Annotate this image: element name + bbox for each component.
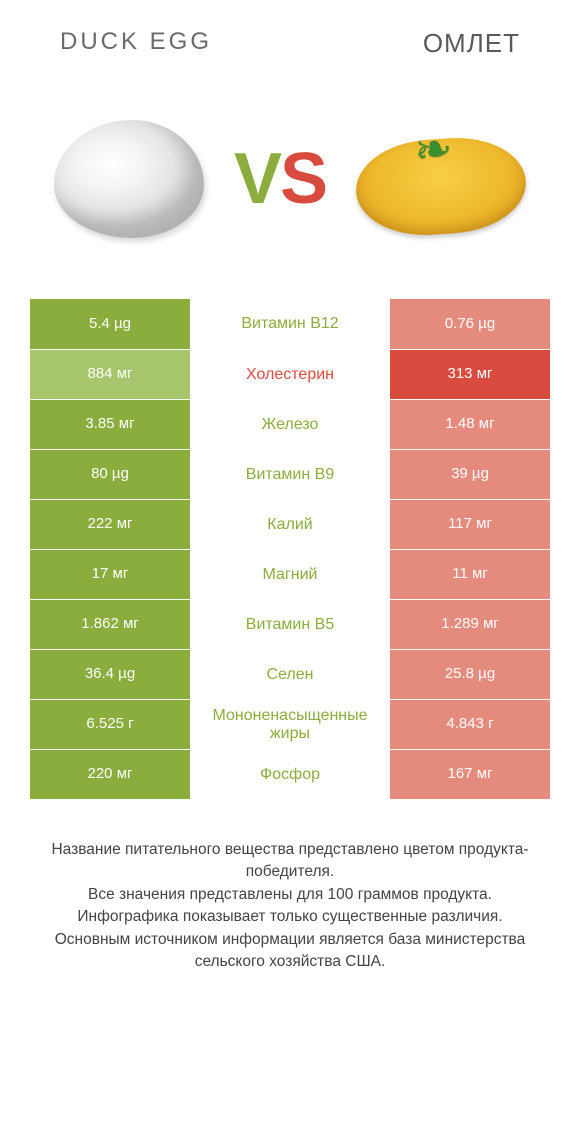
value-left: 17 мг bbox=[30, 550, 190, 599]
table-row: 222 мгКалий117 мг bbox=[30, 499, 550, 549]
vs-s: S bbox=[280, 139, 326, 219]
nutrient-name: Витамин B5 bbox=[190, 600, 390, 649]
value-right: 1.289 мг bbox=[390, 600, 550, 649]
hero: VS ❧ bbox=[0, 59, 580, 289]
value-right: 0.76 µg bbox=[390, 299, 550, 349]
nutrient-name: Мононенасыщенные жиры bbox=[190, 700, 390, 749]
nutrient-name: Магний bbox=[190, 550, 390, 599]
duck-egg-icon bbox=[54, 120, 204, 238]
parsley-icon: ❧ bbox=[410, 120, 456, 179]
table-row: 1.862 мгВитамин B51.289 мг bbox=[30, 599, 550, 649]
value-left: 220 мг bbox=[30, 750, 190, 799]
title-right: Омлет bbox=[423, 28, 520, 59]
table-row: 220 мгФосфор167 мг bbox=[30, 749, 550, 799]
table-row: 17 мгМагний11 мг bbox=[30, 549, 550, 599]
value-left: 884 мг bbox=[30, 350, 190, 399]
value-left: 6.525 г bbox=[30, 700, 190, 749]
value-right: 39 µg bbox=[390, 450, 550, 499]
value-left: 5.4 µg bbox=[30, 299, 190, 349]
nutrient-name: Витамин B9 bbox=[190, 450, 390, 499]
table-row: 3.85 мгЖелезо1.48 мг bbox=[30, 399, 550, 449]
value-right: 167 мг bbox=[390, 750, 550, 799]
value-left: 222 мг bbox=[30, 500, 190, 549]
nutrient-name: Железо bbox=[190, 400, 390, 449]
footer: Название питательного вещества представл… bbox=[0, 839, 580, 974]
title-left: DUCK EGG bbox=[60, 28, 212, 59]
value-left: 1.862 мг bbox=[30, 600, 190, 649]
nutrient-name: Калий bbox=[190, 500, 390, 549]
table-row: 36.4 µgСелен25.8 µg bbox=[30, 649, 550, 699]
vs-label: VS bbox=[234, 138, 326, 220]
value-right: 11 мг bbox=[390, 550, 550, 599]
nutrient-name: Фосфор bbox=[190, 750, 390, 799]
value-right: 117 мг bbox=[390, 500, 550, 549]
header: DUCK EGG Омлет bbox=[0, 0, 580, 59]
table-row: 80 µgВитамин B939 µg bbox=[30, 449, 550, 499]
table-row: 5.4 µgВитамин B120.76 µg bbox=[30, 299, 550, 349]
table-row: 6.525 гМононенасыщенные жиры4.843 г bbox=[30, 699, 550, 749]
nutrient-name: Холестерин bbox=[190, 350, 390, 399]
footer-line: Инфографика показывает только существенн… bbox=[26, 906, 554, 928]
value-right: 4.843 г bbox=[390, 700, 550, 749]
nutrient-table: 5.4 µgВитамин B120.76 µg884 мгХолестерин… bbox=[30, 299, 550, 799]
omelette-icon: ❧ bbox=[356, 124, 526, 234]
value-left: 80 µg bbox=[30, 450, 190, 499]
table-row: 884 мгХолестерин313 мг bbox=[30, 349, 550, 399]
value-right: 25.8 µg bbox=[390, 650, 550, 699]
footer-line: Название питательного вещества представл… bbox=[26, 839, 554, 884]
value-left: 36.4 µg bbox=[30, 650, 190, 699]
value-right: 313 мг bbox=[390, 350, 550, 399]
footer-line: Основным источником информации является … bbox=[26, 929, 554, 974]
vs-v: V bbox=[234, 139, 280, 219]
value-right: 1.48 мг bbox=[390, 400, 550, 449]
value-left: 3.85 мг bbox=[30, 400, 190, 449]
nutrient-name: Витамин B12 bbox=[190, 299, 390, 349]
footer-line: Все значения представлены для 100 граммо… bbox=[26, 884, 554, 906]
nutrient-name: Селен bbox=[190, 650, 390, 699]
